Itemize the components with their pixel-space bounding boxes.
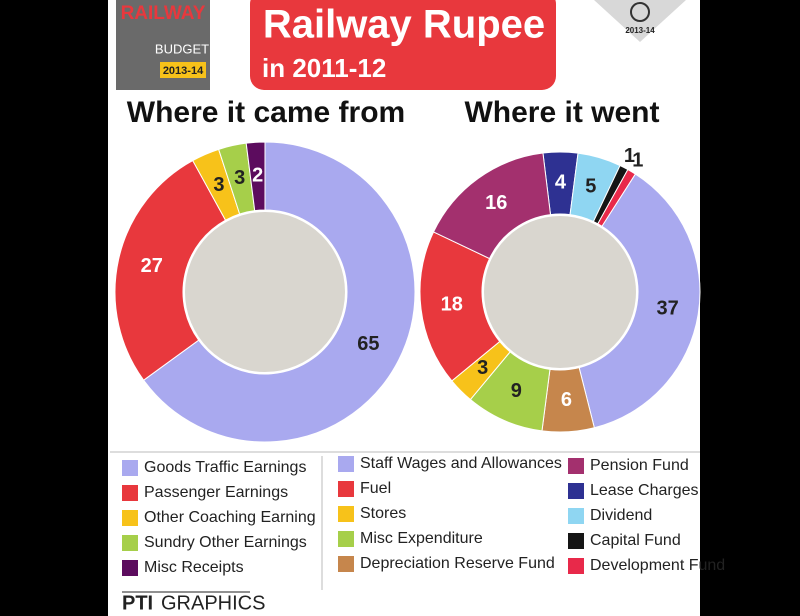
- legend-swatch: [122, 535, 138, 551]
- legend-label: Fuel: [360, 480, 391, 497]
- value-label: 65: [357, 333, 379, 355]
- legend-swatch: [568, 558, 584, 574]
- legend-swatch: [122, 560, 138, 576]
- photo-placeholder: [185, 212, 345, 372]
- value-label: 16: [485, 192, 507, 214]
- title-box: [250, 0, 556, 90]
- legend-swatch: [338, 506, 354, 522]
- legend-label: Misc Receipts: [144, 559, 244, 576]
- legend-swatch: [122, 510, 138, 526]
- legend-label: Stores: [360, 505, 406, 522]
- legend-swatch: [122, 460, 138, 476]
- credit-b: GRAPHICS: [161, 592, 265, 614]
- value-label: 3: [213, 174, 224, 196]
- legend-swatch: [338, 481, 354, 497]
- pie-slice: [245, 141, 266, 212]
- legend-label: Sundry Other Earnings: [144, 534, 307, 551]
- pie-slice: [432, 152, 552, 260]
- logo-year-box: [160, 62, 206, 78]
- legend-label: Lease Charges: [590, 482, 699, 499]
- pie-slice: [578, 173, 701, 429]
- legend-swatch: [338, 456, 354, 472]
- legend-label: Other Coaching Earning: [144, 509, 316, 526]
- value-label: 6: [561, 389, 572, 411]
- value-label: 37: [656, 298, 678, 320]
- title: Railway Rupee: [263, 3, 545, 47]
- emblem-year: 2013-14: [625, 26, 655, 35]
- logo-budget: BUDGET: [155, 41, 209, 56]
- logo-word: RAILWAY: [121, 3, 206, 24]
- logo-year: 2013-14: [163, 65, 204, 77]
- value-label: 1: [624, 145, 635, 167]
- value-label: 2: [252, 165, 263, 187]
- legend-swatch: [338, 531, 354, 547]
- legend-label: Capital Fund: [590, 532, 681, 549]
- value-label: 5: [585, 176, 596, 198]
- value-label: 3: [477, 357, 488, 379]
- legend-swatch: [568, 483, 584, 499]
- legend-label: Goods Traffic Earnings: [144, 459, 306, 476]
- pie-slice: [142, 141, 416, 443]
- value-label: 27: [141, 255, 163, 277]
- legend-label: Development Fund: [590, 557, 725, 574]
- legend-label: Pension Fund: [590, 457, 689, 474]
- chart-title: Where it went: [464, 96, 659, 129]
- value-label: 1: [632, 150, 643, 172]
- legend-swatch: [338, 556, 354, 572]
- pie-slice: [114, 159, 227, 381]
- legend-swatch: [568, 458, 584, 474]
- legend-label: Staff Wages and Allowances: [360, 455, 562, 472]
- legend-swatch: [568, 533, 584, 549]
- legend-label: Depreciation Reserve Fund: [360, 555, 555, 572]
- emblem-ring: [630, 2, 650, 22]
- pie-slice: [419, 231, 501, 382]
- legend-label: Dividend: [590, 507, 652, 524]
- legend-swatch: [122, 485, 138, 501]
- legend-swatch: [568, 508, 584, 524]
- value-label: 4: [555, 171, 567, 193]
- value-label: 9: [511, 380, 522, 402]
- legend-label: Misc Expenditure: [360, 530, 483, 547]
- chart-title: Where it came from: [127, 96, 405, 129]
- credit-a: PTI: [122, 592, 153, 614]
- value-label: 3: [234, 167, 245, 189]
- subtitle: in 2011-12: [262, 53, 386, 83]
- value-label: 18: [441, 294, 463, 316]
- legend-label: Passenger Earnings: [144, 484, 288, 501]
- photo-placeholder: [484, 216, 636, 368]
